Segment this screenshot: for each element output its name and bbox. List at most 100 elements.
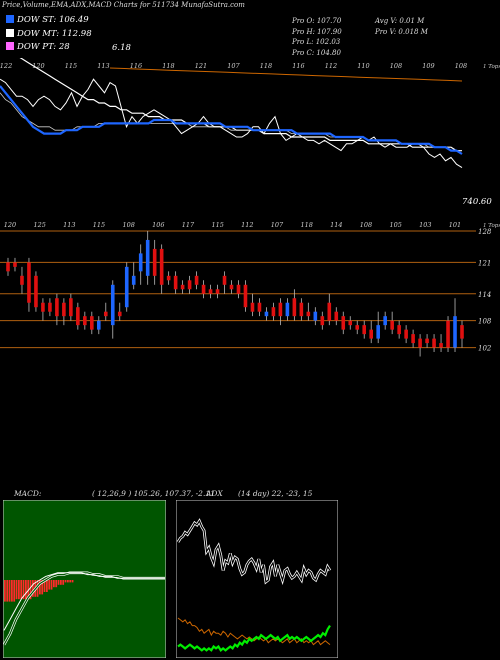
macd-histogram-bar	[13, 580, 16, 602]
candle-body	[257, 302, 262, 312]
candle-body	[13, 262, 17, 267]
ema-top-label: 122	[0, 62, 12, 70]
candle-body	[6, 262, 10, 272]
candle-body	[292, 298, 297, 317]
price-top-label: 112	[241, 221, 253, 229]
ema-top-label: 118	[162, 62, 174, 70]
candle-body	[418, 338, 422, 348]
legend-dow-pt: DOW PT: 28	[6, 42, 70, 52]
candle-body	[69, 298, 73, 317]
macd-histogram-bar	[39, 580, 41, 595]
ema-right-label: 1 Tops	[483, 64, 500, 70]
candle-body	[138, 253, 143, 272]
candle-body	[152, 248, 157, 276]
macd-histogram-bar	[18, 580, 20, 600]
candle-body	[20, 275, 24, 285]
legend-swatch-mt	[6, 29, 14, 37]
macd-histogram-bar	[32, 580, 34, 597]
price-level-label: 102	[478, 345, 492, 353]
candle-body	[145, 239, 150, 276]
candle-body	[187, 280, 192, 290]
macd-histogram-bar	[57, 580, 60, 585]
ema-top-label: 120	[32, 62, 44, 70]
macd-chart	[3, 500, 166, 658]
macd-histogram-bar	[43, 580, 46, 592]
price-top-label: 115	[93, 221, 105, 229]
candle-body	[390, 320, 394, 330]
ema-chart: 122 120 115 113 116 118 121 107 118 116 112 110 108 1…	[0, 58, 500, 169]
candle-body	[103, 311, 108, 317]
candle-body	[264, 311, 269, 317]
candle-body	[173, 275, 178, 290]
macd-label: MACD:	[14, 489, 42, 498]
ema-series-short	[0, 85, 463, 155]
price-right-label: 1 Tops	[483, 223, 500, 229]
macd-line	[3, 572, 165, 631]
price-chart: 128 121 114 108 102 120 125 113 115 108 106 117 115 1…	[0, 221, 500, 357]
macd-histogram-bar	[11, 580, 13, 602]
ema-series-long	[19, 58, 462, 152]
legend-swatch-pt	[6, 42, 14, 50]
legend-dow-mt: DOW MT: 112.98	[6, 29, 92, 39]
candle-body	[48, 302, 52, 312]
macd-histogram-bar	[8, 580, 11, 602]
adx-chart	[176, 500, 338, 658]
ema-top-label: 113	[97, 62, 109, 70]
candle-body	[320, 316, 325, 326]
macd-histogram-bar	[20, 580, 23, 600]
ema-last-value: 740.60	[462, 197, 492, 207]
candle-body	[27, 262, 31, 303]
ema-top-label: 121	[195, 62, 207, 70]
candle-body	[334, 311, 339, 321]
legend-dow-mt-label: DOW MT: 112.98	[17, 29, 92, 39]
chart-title: Price,Volume,EMA,ADX,MACD Charts for 511…	[2, 1, 245, 9]
candle-body	[285, 302, 290, 317]
candle-body	[362, 325, 367, 335]
ohlc-close: Pro C: 104.80	[292, 48, 341, 57]
ema-series-orange	[109, 67, 463, 82]
legend-dow-st: DOW ST: 106.49	[6, 15, 89, 25]
ema-series-dotted	[0, 92, 462, 151]
macd-histogram-bar	[41, 580, 44, 595]
candle-body	[76, 307, 80, 326]
ema-top-label: 110	[357, 62, 369, 70]
candle-body	[62, 302, 66, 317]
candle-body	[453, 316, 457, 348]
price-level-label: 128	[478, 228, 492, 236]
ema-top-label: 107	[227, 62, 240, 70]
ema-top-label: 112	[325, 62, 337, 70]
candle-body	[131, 275, 136, 285]
macd-histogram-bar	[60, 580, 62, 585]
price-top-label: 108	[360, 221, 372, 229]
ema-top-label: 108	[390, 62, 402, 70]
macd-histogram-bar	[25, 580, 27, 600]
ema-top-label: 109	[422, 62, 434, 70]
price-top-label: 106	[152, 221, 164, 229]
candle-body	[383, 316, 387, 326]
candle-body	[201, 284, 206, 294]
candle-body	[250, 302, 255, 312]
macd-histogram-bar	[50, 580, 53, 590]
adx-plus-di-core	[177, 519, 331, 584]
legend-dow-st-label: DOW ST: 106.49	[17, 15, 89, 25]
candle-body	[376, 325, 380, 339]
price-top-label: 101	[449, 221, 461, 229]
candle-body	[411, 334, 415, 344]
candle-body	[90, 316, 94, 330]
candle-body	[355, 325, 360, 330]
adx-line	[177, 625, 331, 652]
adx-values: (14 day) 22, -23, 15	[238, 489, 313, 498]
macd-histogram-bar	[67, 580, 69, 583]
macd-histogram-bar	[48, 580, 51, 590]
volume-block: Avg V: 0.01 M Pro V: 0.018 M	[375, 16, 428, 37]
candle-body	[159, 248, 164, 285]
candle-body	[397, 325, 401, 335]
candle-body	[124, 266, 129, 308]
candle-body	[446, 320, 450, 348]
price-top-label: 115	[211, 221, 223, 229]
ema-series-price	[0, 78, 463, 169]
macd-histogram-bar	[29, 580, 32, 600]
candle-body	[348, 320, 353, 326]
legend-dow-pt-label: DOW PT: 28	[17, 42, 70, 52]
candle-body	[404, 329, 408, 339]
